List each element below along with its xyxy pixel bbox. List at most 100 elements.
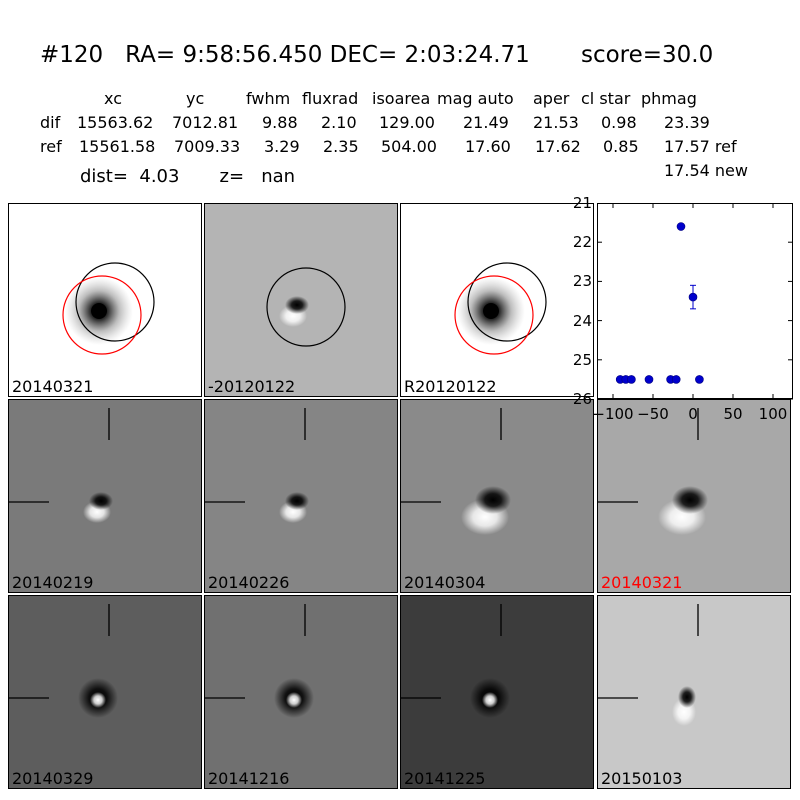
column-header: fluxrad (302, 89, 359, 108)
plot-frame (597, 203, 793, 399)
stamp-image (401, 604, 510, 718)
stamp-date-label: 20150103 (601, 769, 683, 788)
image-stamp: R20120122 (400, 203, 594, 397)
table-cell: 23.39 (664, 113, 710, 132)
image-stamp: 20141225 (400, 595, 594, 789)
stamp-date-label: 20141216 (208, 769, 290, 788)
black-aperture-circle (75, 262, 155, 342)
column-header: isoarea (372, 89, 431, 108)
stamp-image (598, 408, 708, 535)
x-tick-label: 50 (723, 405, 743, 423)
column-header: aper (533, 89, 570, 108)
star-core (483, 303, 499, 319)
negative-lobe (89, 492, 113, 510)
table-cell: 504.00 (381, 137, 437, 156)
y-tick-label: 23 (572, 272, 592, 291)
table-cell: 17.62 (535, 137, 581, 156)
lightcurve-svg (597, 202, 793, 400)
image-stamp: -20120122 (204, 203, 398, 397)
table-cell: 21.53 (533, 113, 579, 132)
column-header: phmag (641, 89, 697, 108)
y-tick-label: 24 (572, 311, 592, 330)
stamp-image (401, 408, 511, 535)
data-point (688, 292, 698, 302)
phmag-new: 17.54 new (664, 161, 748, 180)
stamp-image (205, 408, 309, 523)
stamp-image (9, 408, 113, 523)
dist-line: dist= 4.03 z= nan (80, 166, 296, 187)
column-header: mag auto (437, 89, 514, 108)
stamp-image (266, 267, 346, 347)
table-cell: 9.88 (262, 113, 298, 132)
data-point (627, 375, 636, 384)
bright-core (482, 692, 498, 708)
stamp-image (454, 262, 547, 355)
stamp-image (598, 604, 699, 726)
x-tick-label: 100 (758, 405, 788, 423)
x-tick-label: 0 (688, 405, 698, 423)
stamp-date-label: 20140226 (208, 573, 290, 592)
image-stamp: 20141216 (204, 595, 398, 789)
star-core (91, 303, 107, 319)
table-cell: 2.35 (323, 137, 359, 156)
negative-lobe (285, 296, 309, 314)
image-stamp: 20140219 (8, 399, 202, 593)
y-tick-label: 26 (572, 390, 592, 408)
red-aperture-circle (62, 275, 142, 355)
bright-core (90, 692, 106, 708)
red-aperture-circle (454, 275, 534, 355)
image-stamp: 20150103 (597, 595, 791, 789)
stamp-image (205, 604, 314, 718)
row-label: ref (40, 137, 62, 156)
bright-core (286, 692, 302, 708)
table-cell: 2.10 (321, 113, 357, 132)
data-point (695, 375, 704, 384)
stamp-date-label: 20140321 (601, 573, 683, 592)
table-cell: 7012.81 (172, 113, 239, 132)
image-stamp: 20140226 (204, 399, 398, 593)
negative-lobe (475, 486, 511, 514)
black-aperture-circle (266, 267, 346, 347)
image-stamp: 20140329 (8, 595, 202, 789)
table-cell: 15563.62 (77, 113, 154, 132)
table-cell: 7009.33 (174, 137, 241, 156)
stamp-date-label: 20140219 (12, 573, 94, 592)
y-tick-label: 21 (572, 194, 592, 212)
lightcurve-chart (597, 202, 797, 423)
table-cell: 0.85 (603, 137, 639, 156)
x-tick-label: −100 (592, 405, 634, 423)
data-point (671, 375, 681, 384)
data-point (644, 375, 654, 384)
stamp-image (9, 604, 118, 718)
stamp-date-label: 20140329 (12, 769, 94, 788)
column-header: cl star (581, 89, 631, 108)
table-cell: 17.60 (465, 137, 511, 156)
data-point (676, 222, 686, 231)
stamp-date-label: 20141225 (404, 769, 486, 788)
negative-lobe (672, 486, 708, 514)
black-aperture-circle (467, 262, 547, 342)
candidate-title: #120 RA= 9:58:56.450 DEC= 2:03:24.71 sco… (40, 42, 714, 68)
x-tick-label: −50 (637, 405, 669, 423)
image-stamp: 20140304 (400, 399, 594, 593)
table-cell: 15561.58 (79, 137, 156, 156)
negative-lobe (678, 686, 696, 708)
stamp-date-label: 20140304 (404, 573, 486, 592)
table-cell: 17.57 ref (664, 137, 737, 156)
stamp-date-label: R20120122 (404, 377, 497, 396)
image-stamp: 20140321 (597, 399, 791, 593)
column-header: yc (186, 89, 205, 108)
y-tick-label: 25 (572, 350, 592, 369)
stamp-date-label: -20120122 (208, 377, 296, 396)
stamp-image (62, 262, 155, 355)
stamp-date-label: 20140321 (12, 377, 94, 396)
column-header: xc (104, 89, 122, 108)
table-cell: 21.49 (463, 113, 509, 132)
table-cell: 0.98 (601, 113, 637, 132)
table-cell: 129.00 (379, 113, 435, 132)
y-tick-label: 22 (572, 233, 592, 252)
column-header: fwhm (246, 89, 291, 108)
negative-lobe (285, 492, 309, 510)
image-stamp: 20140321 (8, 203, 202, 397)
row-label: dif (40, 113, 61, 132)
